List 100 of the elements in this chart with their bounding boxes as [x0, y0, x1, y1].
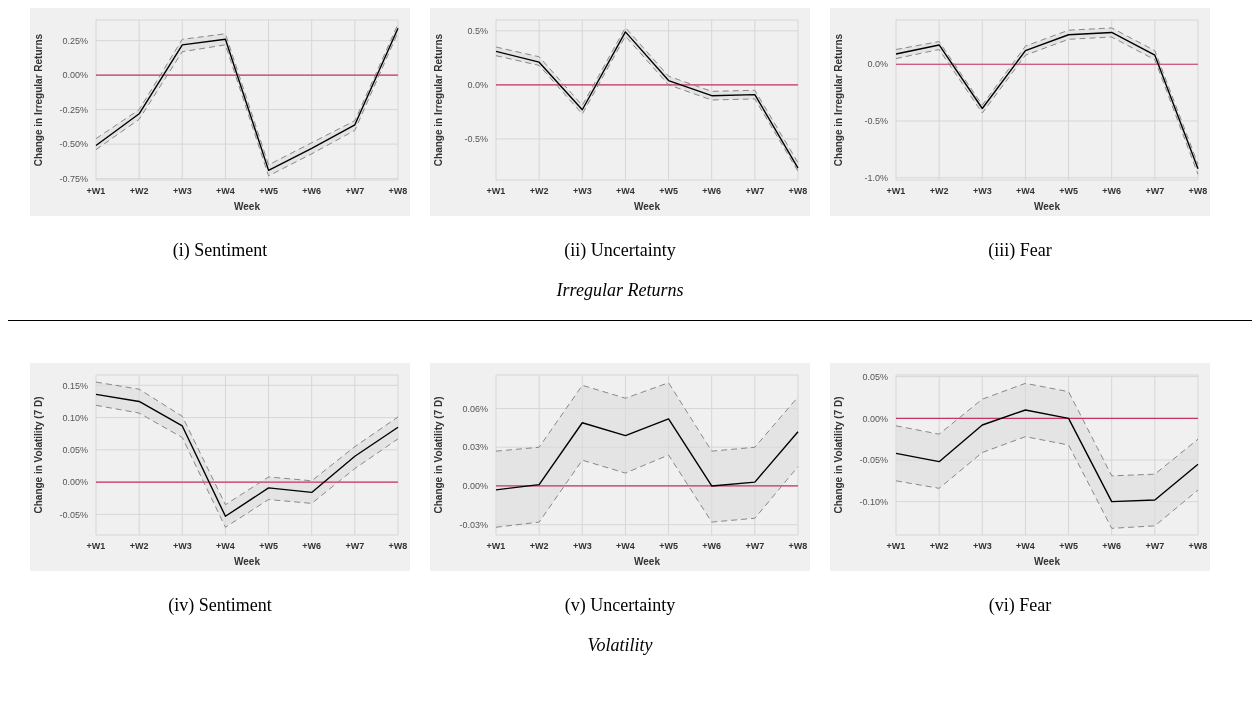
y-tick-label: 0.05%: [62, 445, 88, 456]
x-tick-label: +W5: [1059, 541, 1078, 552]
x-tick-label: +W6: [702, 186, 722, 197]
y-axis-title: Change in Volatility (7 D): [432, 396, 444, 514]
y-tick-label: 0.05%: [862, 371, 888, 382]
line-series: [895, 436, 1199, 529]
x-tick-label: +W3: [972, 541, 992, 552]
x-tick-label: +W4: [216, 186, 235, 197]
x-tick-label: +W3: [572, 186, 592, 197]
y-axis-title: Change in Volatility (7 D): [32, 396, 44, 514]
y-tick-label: -0.25%: [59, 104, 88, 115]
y-tick-label: 0.0%: [467, 80, 488, 91]
x-tick-label: +W8: [1188, 186, 1208, 197]
y-tick-label: 0.00%: [62, 70, 88, 81]
text: (i) Sentiment: [171, 240, 269, 261]
line-series: [495, 382, 799, 452]
y-tick-label: -0.75%: [59, 173, 88, 184]
x-tick-label: +W2: [929, 541, 949, 552]
x-axis-title: Week: [634, 201, 661, 212]
x-tick-label: +W2: [929, 186, 949, 197]
y-axis-title: Change in Volatility (7 D): [832, 396, 844, 514]
x-tick-label: +W1: [86, 541, 106, 552]
text: Irregular Returns: [555, 280, 685, 301]
x-tick-label: +W3: [172, 541, 192, 552]
y-tick-label: -1.0%: [864, 172, 888, 183]
y-tick-label: 0.00%: [862, 413, 888, 424]
text: (iii) Fear: [987, 240, 1053, 261]
y-tick-label: -0.5%: [464, 134, 488, 145]
x-axis-title: Week: [234, 201, 261, 212]
y-tick-label: 0.15%: [62, 380, 88, 391]
y-tick-label: -0.5%: [864, 116, 888, 127]
x-axis-title: Week: [1034, 556, 1061, 567]
y-tick-label: -0.05%: [859, 455, 888, 466]
line-series: [495, 418, 799, 491]
x-tick-label: +W6: [1102, 186, 1122, 197]
text: (ii) Uncertainty: [563, 240, 677, 261]
x-tick-label: +W7: [345, 186, 365, 197]
y-tick-label: -0.03%: [459, 519, 488, 530]
x-tick-label: +W2: [129, 186, 149, 197]
x-tick-label: +W3: [972, 186, 992, 197]
x-tick-label: +W8: [388, 541, 408, 552]
y-tick-label: -0.10%: [859, 496, 888, 507]
x-tick-label: +W3: [172, 186, 192, 197]
x-tick-label: +W3: [572, 541, 592, 552]
text: (v) Uncertainty: [563, 595, 677, 616]
text: (iv) Sentiment: [167, 595, 273, 616]
text: (vi) Fear: [987, 595, 1053, 616]
x-tick-label: +W1: [86, 186, 106, 197]
x-tick-label: +W4: [1016, 186, 1035, 197]
x-tick-label: +W5: [259, 541, 278, 552]
x-tick-label: +W4: [616, 186, 635, 197]
line-series: [95, 404, 399, 528]
x-tick-label: +W1: [486, 186, 506, 197]
y-axis-title: Change in Irregular Returns: [432, 33, 444, 167]
y-tick-label: 0.00%: [462, 481, 488, 492]
y-tick-label: 0.03%: [462, 442, 488, 453]
x-tick-label: +W8: [1188, 541, 1208, 552]
x-tick-label: +W2: [529, 541, 549, 552]
x-tick-label: +W8: [788, 541, 808, 552]
x-tick-label: +W8: [388, 186, 408, 197]
x-tick-label: +W6: [702, 541, 722, 552]
x-tick-label: +W7: [1145, 186, 1165, 197]
x-tick-label: +W8: [788, 186, 808, 197]
y-tick-label: 0.00%: [62, 477, 88, 488]
x-tick-label: +W2: [529, 186, 549, 197]
line-series: [95, 381, 399, 506]
y-axis-title: Change in Irregular Returns: [832, 33, 844, 167]
y-tick-label: 0.06%: [462, 403, 488, 414]
x-tick-label: +W6: [302, 541, 322, 552]
y-tick-label: 0.0%: [867, 59, 888, 70]
x-tick-label: +W4: [1016, 541, 1035, 552]
line-series: [895, 409, 1199, 503]
x-axis-title: Week: [1034, 201, 1061, 212]
x-axis-title: Week: [234, 556, 261, 567]
x-tick-label: +W5: [1059, 186, 1078, 197]
text: Volatility: [586, 635, 654, 656]
x-tick-label: +W6: [1102, 541, 1122, 552]
x-tick-label: +W1: [886, 541, 906, 552]
x-tick-label: +W7: [1145, 541, 1165, 552]
x-tick-label: +W7: [745, 186, 765, 197]
y-tick-label: 0.25%: [62, 35, 88, 46]
x-tick-label: +W4: [216, 541, 235, 552]
x-tick-label: +W1: [886, 186, 906, 197]
y-tick-label: -0.50%: [59, 139, 88, 150]
x-tick-label: +W7: [745, 541, 765, 552]
line-series: [495, 454, 799, 528]
x-tick-label: +W4: [616, 541, 635, 552]
x-tick-label: +W1: [486, 541, 506, 552]
x-tick-label: +W7: [345, 541, 365, 552]
x-tick-label: +W5: [659, 541, 678, 552]
line-series: [95, 393, 399, 517]
y-axis-title: Change in Irregular Returns: [32, 33, 44, 167]
line-series: [895, 382, 1199, 477]
y-tick-label: 0.10%: [62, 412, 88, 423]
y-tick-label: -0.05%: [59, 509, 88, 520]
x-tick-label: +W2: [129, 541, 149, 552]
x-tick-label: +W5: [659, 186, 678, 197]
y-tick-label: 0.5%: [467, 26, 488, 37]
x-tick-label: +W6: [302, 186, 322, 197]
x-axis-title: Week: [634, 556, 661, 567]
